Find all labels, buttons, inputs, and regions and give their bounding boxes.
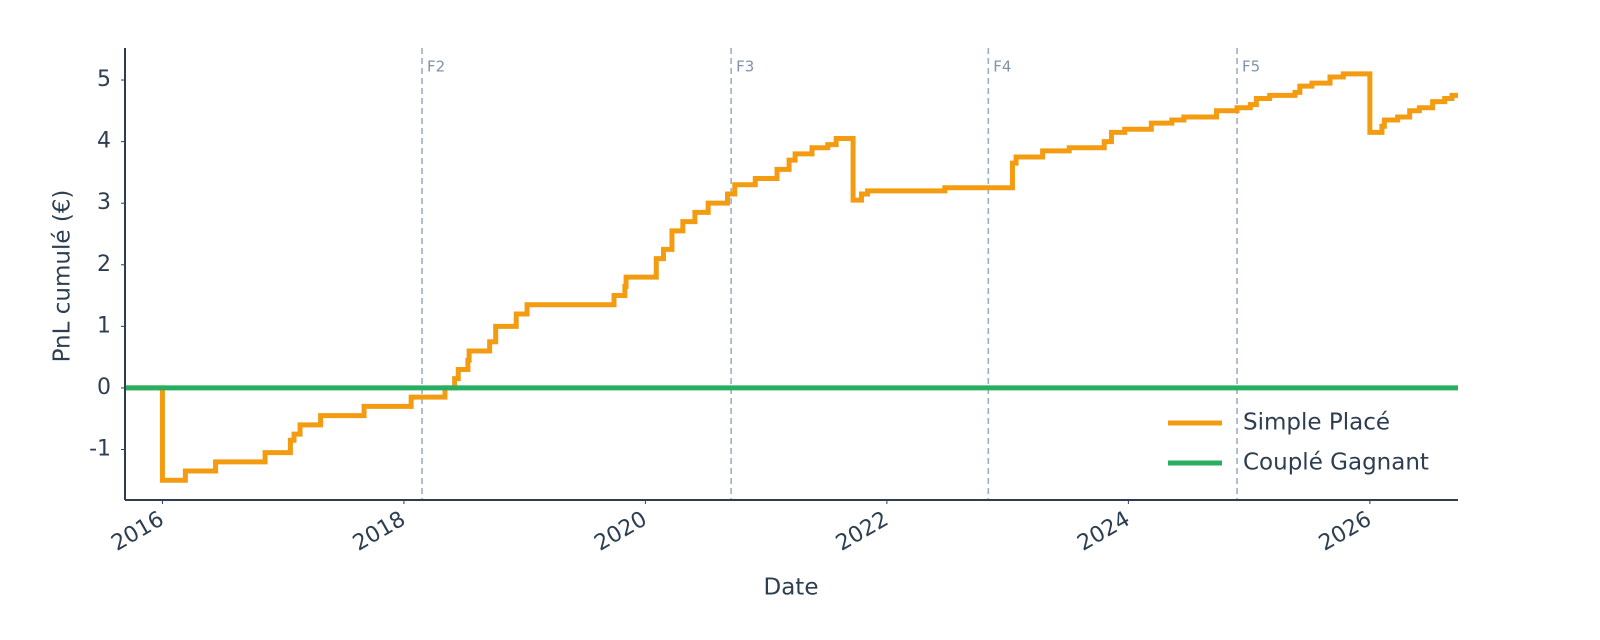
reference-label: F2	[427, 58, 445, 76]
legend-label: Couplé Gagnant	[1243, 450, 1429, 476]
x-tick-label: 2020	[590, 507, 651, 557]
x-tick-label: 2022	[832, 507, 893, 557]
reference-label: F3	[736, 58, 754, 76]
reference-label: F5	[1242, 58, 1260, 76]
x-tick-label: 2018	[349, 507, 410, 557]
y-tick-label: 0	[97, 375, 111, 400]
x-tick-label: 2026	[1315, 507, 1376, 557]
x-axis-label: Date	[764, 575, 819, 601]
x-tick-label: 2016	[107, 507, 168, 557]
y-tick-label: 3	[97, 190, 111, 215]
y-tick-label: 1	[97, 313, 111, 338]
y-tick-label: 2	[97, 252, 111, 277]
y-axis-label: PnL cumulé (€)	[50, 190, 76, 363]
series-line	[125, 71, 1458, 483]
reference-label: F4	[993, 58, 1011, 76]
y-tick-label: 5	[97, 67, 111, 92]
x-tick-label: 2024	[1073, 507, 1134, 557]
legend-label: Simple Placé	[1243, 410, 1390, 436]
y-tick-label: 4	[97, 129, 111, 154]
y-tick-label: -1	[89, 437, 111, 462]
